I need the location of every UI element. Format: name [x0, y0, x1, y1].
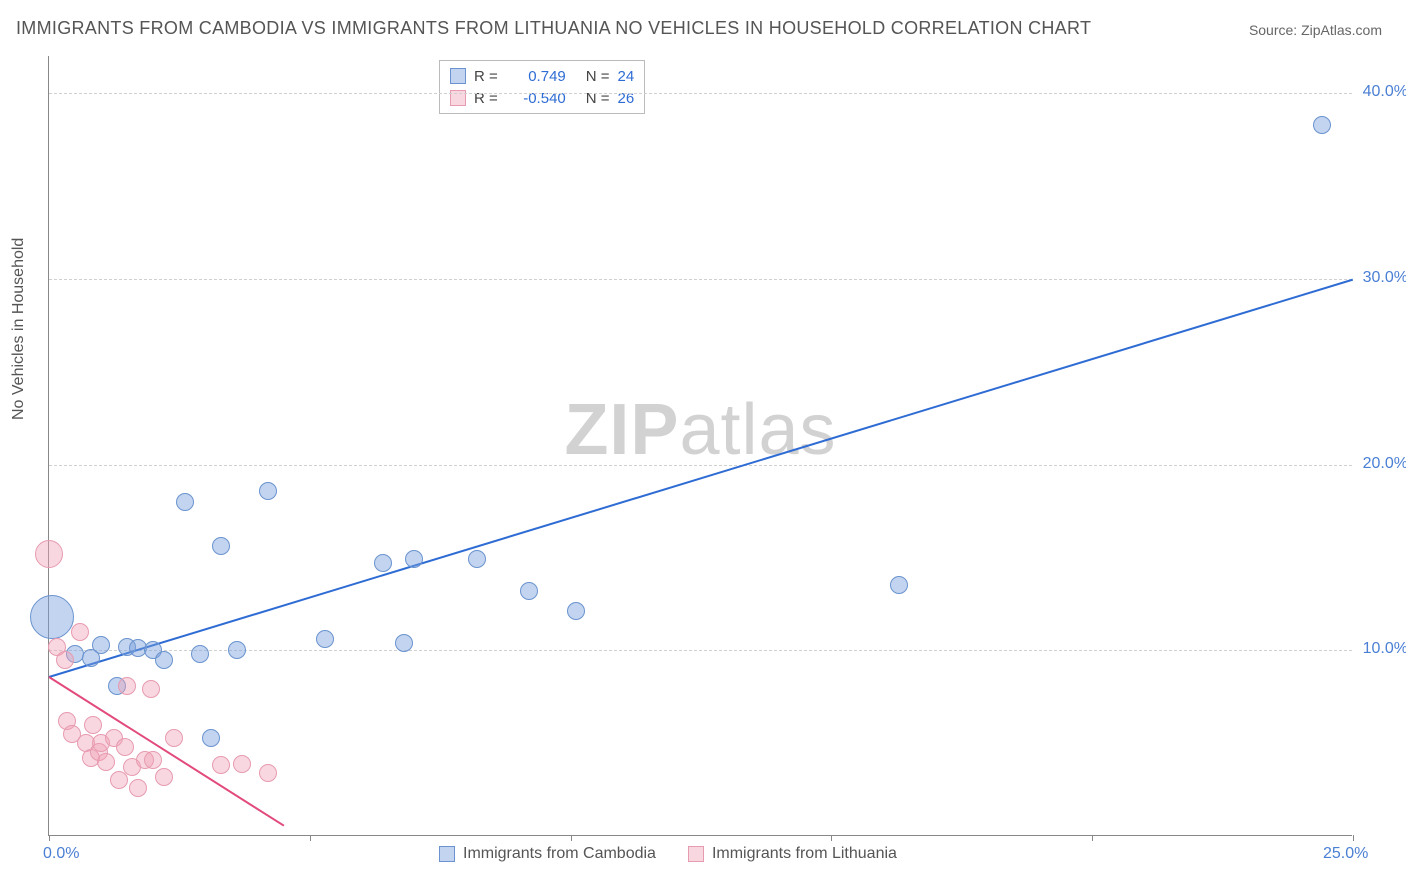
data-point	[129, 779, 147, 797]
source-name: ZipAtlas.com	[1301, 22, 1382, 38]
chart-title: IMMIGRANTS FROM CAMBODIA VS IMMIGRANTS F…	[16, 18, 1091, 39]
x-tick	[571, 835, 572, 841]
n-label: N =	[586, 68, 610, 85]
data-point	[212, 537, 230, 555]
data-point	[567, 602, 585, 620]
r-value: 0.749	[506, 68, 566, 85]
watermark-bold: ZIP	[564, 390, 679, 470]
r-label: R =	[474, 90, 498, 107]
plot-area: ZIPatlas R =0.749N =24R =-0.540N =26 Imm…	[48, 56, 1352, 836]
data-point	[233, 755, 251, 773]
data-point	[890, 576, 908, 594]
legend-item: Immigrants from Cambodia	[439, 845, 656, 863]
data-point	[1313, 116, 1331, 134]
n-value: 24	[618, 68, 635, 85]
data-point	[30, 595, 74, 639]
data-point	[155, 651, 173, 669]
legend-swatch	[688, 846, 704, 862]
x-tick	[831, 835, 832, 841]
series-legend: Immigrants from Cambodia Immigrants from …	[439, 845, 897, 863]
data-point	[144, 751, 162, 769]
data-point	[142, 680, 160, 698]
data-point	[176, 493, 194, 511]
data-point	[202, 729, 220, 747]
data-point	[56, 651, 74, 669]
correlation-legend: R = 0.749 N = 24 R = -0.540 N = 26	[439, 60, 645, 114]
data-point	[228, 641, 246, 659]
data-point	[84, 716, 102, 734]
y-tick-label: 40.0%	[1363, 83, 1406, 101]
n-label: N =	[586, 90, 610, 107]
r-value: -0.540	[506, 90, 566, 107]
x-tick-label: 0.0%	[43, 845, 79, 863]
y-tick-label: 30.0%	[1363, 269, 1406, 287]
data-point	[468, 550, 486, 568]
y-axis-label: No Vehicles in Household	[10, 238, 28, 420]
x-tick	[310, 835, 311, 841]
data-point	[405, 550, 423, 568]
gridline	[49, 93, 1352, 94]
gridline	[49, 279, 1352, 280]
data-point	[212, 756, 230, 774]
legend-swatch	[439, 846, 455, 862]
data-point	[35, 540, 63, 568]
data-point	[520, 582, 538, 600]
legend-label: Immigrants from Lithuania	[712, 845, 897, 863]
data-point	[259, 764, 277, 782]
watermark-rest: atlas	[679, 390, 836, 470]
x-tick-label: 25.0%	[1323, 845, 1368, 863]
data-point	[395, 634, 413, 652]
chart-container: IMMIGRANTS FROM CAMBODIA VS IMMIGRANTS F…	[0, 0, 1406, 892]
legend-label: Immigrants from Cambodia	[463, 845, 656, 863]
legend-row: R = -0.540 N = 26	[450, 87, 634, 109]
data-point	[71, 623, 89, 641]
legend-row: R = 0.749 N = 24	[450, 65, 634, 87]
watermark: ZIPatlas	[564, 389, 836, 471]
x-tick	[1353, 835, 1354, 841]
gridline	[49, 465, 1352, 466]
source-label: Source: ZipAtlas.com	[1249, 22, 1382, 38]
n-value: 26	[618, 90, 635, 107]
trend-line	[49, 279, 1354, 678]
data-point	[259, 482, 277, 500]
x-tick	[1092, 835, 1093, 841]
data-point	[97, 753, 115, 771]
y-tick-label: 20.0%	[1363, 455, 1406, 473]
data-point	[316, 630, 334, 648]
data-point	[116, 738, 134, 756]
legend-swatch	[450, 68, 466, 84]
data-point	[191, 645, 209, 663]
data-point	[155, 768, 173, 786]
y-tick-label: 10.0%	[1363, 640, 1406, 658]
data-point	[374, 554, 392, 572]
r-label: R =	[474, 68, 498, 85]
source-prefix: Source:	[1249, 22, 1301, 38]
x-tick	[49, 835, 50, 841]
legend-item: Immigrants from Lithuania	[688, 845, 897, 863]
data-point	[92, 636, 110, 654]
data-point	[118, 677, 136, 695]
data-point	[165, 729, 183, 747]
